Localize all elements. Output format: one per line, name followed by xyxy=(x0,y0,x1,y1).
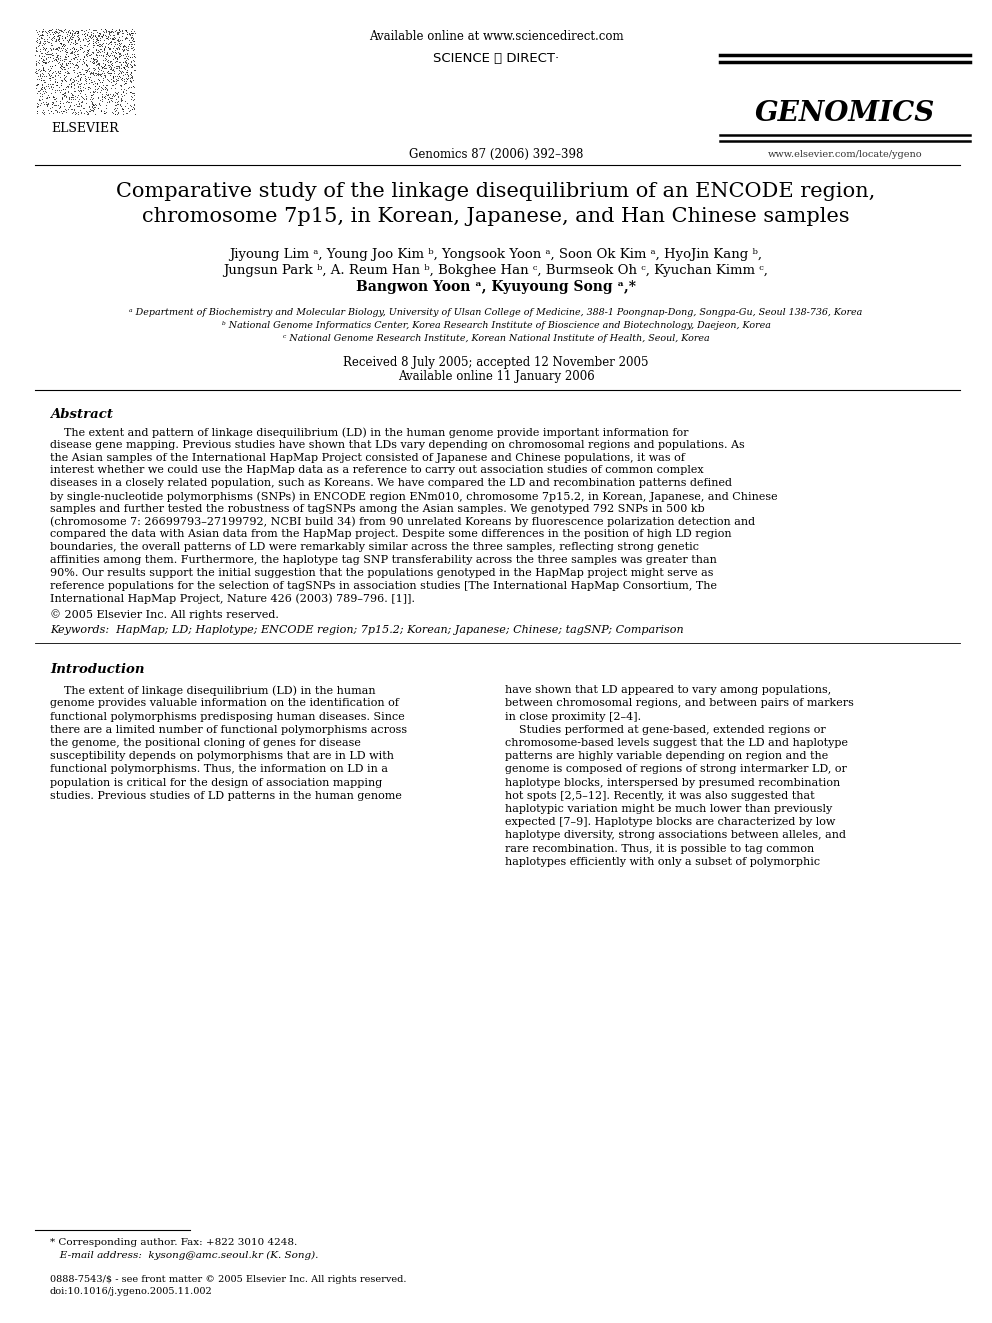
Text: Introduction: Introduction xyxy=(50,663,145,676)
Text: genome is composed of regions of strong intermarker LD, or: genome is composed of regions of strong … xyxy=(505,765,847,774)
Text: chromosome 7p15, in Korean, Japanese, and Han Chinese samples: chromosome 7p15, in Korean, Japanese, an… xyxy=(142,206,850,226)
Text: functional polymorphisms. Thus, the information on LD in a: functional polymorphisms. Thus, the info… xyxy=(50,765,388,774)
Text: susceptibility depends on polymorphisms that are in LD with: susceptibility depends on polymorphisms … xyxy=(50,751,394,761)
Text: functional polymorphisms predisposing human diseases. Since: functional polymorphisms predisposing hu… xyxy=(50,712,405,721)
Text: chromosome-based levels suggest that the LD and haplotype: chromosome-based levels suggest that the… xyxy=(505,738,848,747)
Text: Abstract: Abstract xyxy=(50,407,113,421)
Text: Available online 11 January 2006: Available online 11 January 2006 xyxy=(398,370,594,382)
Text: population is critical for the design of association mapping: population is critical for the design of… xyxy=(50,778,382,787)
Text: 0888-7543/$ - see front matter © 2005 Elsevier Inc. All rights reserved.: 0888-7543/$ - see front matter © 2005 El… xyxy=(50,1275,407,1285)
Text: Keywords:  HapMap; LD; Haplotype; ENCODE region; 7p15.2; Korean; Japanese; Chine: Keywords: HapMap; LD; Haplotype; ENCODE … xyxy=(50,626,683,635)
Text: * Corresponding author. Fax: +822 3010 4248.: * Corresponding author. Fax: +822 3010 4… xyxy=(50,1238,298,1248)
Text: by single-nucleotide polymorphisms (SNPs) in ENCODE region ENm010, chromosome 7p: by single-nucleotide polymorphisms (SNPs… xyxy=(50,491,778,501)
Text: affinities among them. Furthermore, the haplotype tag SNP transferability across: affinities among them. Furthermore, the … xyxy=(50,556,717,565)
Text: hot spots [2,5–12]. Recently, it was also suggested that: hot spots [2,5–12]. Recently, it was als… xyxy=(505,791,814,800)
Text: the genome, the positional cloning of genes for disease: the genome, the positional cloning of ge… xyxy=(50,738,361,747)
Text: Received 8 July 2005; accepted 12 November 2005: Received 8 July 2005; accepted 12 Novemb… xyxy=(343,356,649,369)
Text: genome provides valuable information on the identification of: genome provides valuable information on … xyxy=(50,699,399,708)
Text: The extent of linkage disequilibrium (LD) in the human: The extent of linkage disequilibrium (LD… xyxy=(50,685,376,696)
Text: samples and further tested the robustness of tagSNPs among the Asian samples. We: samples and further tested the robustnes… xyxy=(50,504,704,513)
Text: SCIENCE ⓓ DIRECT·: SCIENCE ⓓ DIRECT· xyxy=(433,52,559,65)
Text: the Asian samples of the International HapMap Project consisted of Japanese and : the Asian samples of the International H… xyxy=(50,452,684,463)
Text: patterns are highly variable depending on region and the: patterns are highly variable depending o… xyxy=(505,751,828,761)
Text: (chromosome 7: 26699793–27199792, NCBI build 34) from 90 unrelated Koreans by fl: (chromosome 7: 26699793–27199792, NCBI b… xyxy=(50,516,755,527)
Text: Bangwon Yoon ᵃ, Kyuyoung Song ᵃ,*: Bangwon Yoon ᵃ, Kyuyoung Song ᵃ,* xyxy=(356,280,636,294)
Text: www.elsevier.com/locate/ygeno: www.elsevier.com/locate/ygeno xyxy=(768,149,923,159)
Text: © 2005 Elsevier Inc. All rights reserved.: © 2005 Elsevier Inc. All rights reserved… xyxy=(50,609,279,620)
Text: Comparative study of the linkage disequilibrium of an ENCODE region,: Comparative study of the linkage disequi… xyxy=(116,183,876,201)
Text: Jungsun Park ᵇ, A. Reum Han ᵇ, Bokghee Han ᶜ, Burmseok Oh ᶜ, Kyuchan Kimm ᶜ,: Jungsun Park ᵇ, A. Reum Han ᵇ, Bokghee H… xyxy=(223,265,769,277)
Text: 90%. Our results support the initial suggestion that the populations genotyped i: 90%. Our results support the initial sug… xyxy=(50,568,713,578)
Text: ᵇ National Genome Informatics Center, Korea Research Institute of Bioscience and: ᵇ National Genome Informatics Center, Ko… xyxy=(221,321,771,329)
Text: haplotypic variation might be much lower than previously: haplotypic variation might be much lower… xyxy=(505,804,832,814)
Text: ELSEVIER: ELSEVIER xyxy=(52,122,119,135)
Text: there are a limited number of functional polymorphisms across: there are a limited number of functional… xyxy=(50,725,407,734)
Text: boundaries, the overall patterns of LD were remarkably similar across the three : boundaries, the overall patterns of LD w… xyxy=(50,542,699,552)
Text: reference populations for the selection of tagSNPs in association studies [The I: reference populations for the selection … xyxy=(50,581,717,590)
Text: rare recombination. Thus, it is possible to tag common: rare recombination. Thus, it is possible… xyxy=(505,844,814,853)
Text: in close proximity [2–4].: in close proximity [2–4]. xyxy=(505,712,641,721)
Text: disease gene mapping. Previous studies have shown that LDs vary depending on chr: disease gene mapping. Previous studies h… xyxy=(50,439,745,450)
Text: expected [7–9]. Haplotype blocks are characterized by low: expected [7–9]. Haplotype blocks are cha… xyxy=(505,818,835,827)
Text: interest whether we could use the HapMap data as a reference to carry out associ: interest whether we could use the HapMap… xyxy=(50,466,703,475)
Text: Genomics 87 (2006) 392–398: Genomics 87 (2006) 392–398 xyxy=(409,148,583,161)
Text: ᶜ National Genome Research Institute, Korean National Institute of Health, Seoul: ᶜ National Genome Research Institute, Ko… xyxy=(283,333,709,343)
Text: International HapMap Project, Nature 426 (2003) 789–796. [1]].: International HapMap Project, Nature 426… xyxy=(50,594,415,605)
Text: diseases in a closely related population, such as Koreans. We have compared the : diseases in a closely related population… xyxy=(50,478,732,488)
Text: between chromosomal regions, and between pairs of markers: between chromosomal regions, and between… xyxy=(505,699,854,708)
Text: ᵃ Department of Biochemistry and Molecular Biology, University of Ulsan College : ᵃ Department of Biochemistry and Molecul… xyxy=(129,308,863,318)
Text: The extent and pattern of linkage disequilibrium (LD) in the human genome provid: The extent and pattern of linkage disequ… xyxy=(50,427,688,438)
Text: haplotypes efficiently with only a subset of polymorphic: haplotypes efficiently with only a subse… xyxy=(505,857,820,867)
Text: Jiyoung Lim ᵃ, Young Joo Kim ᵇ, Yongsook Yoon ᵃ, Soon Ok Kim ᵃ, HyoJin Kang ᵇ,: Jiyoung Lim ᵃ, Young Joo Kim ᵇ, Yongsook… xyxy=(229,247,763,261)
Text: compared the data with Asian data from the HapMap project. Despite some differen: compared the data with Asian data from t… xyxy=(50,529,732,540)
Text: Studies performed at gene-based, extended regions or: Studies performed at gene-based, extende… xyxy=(505,725,825,734)
Text: Available online at www.sciencedirect.com: Available online at www.sciencedirect.co… xyxy=(369,30,623,44)
Text: E-mail address:  kysong@amc.seoul.kr (K. Song).: E-mail address: kysong@amc.seoul.kr (K. … xyxy=(50,1252,318,1259)
Text: studies. Previous studies of LD patterns in the human genome: studies. Previous studies of LD patterns… xyxy=(50,791,402,800)
Text: have shown that LD appeared to vary among populations,: have shown that LD appeared to vary amon… xyxy=(505,685,831,695)
Text: GENOMICS: GENOMICS xyxy=(755,101,935,127)
Text: doi:10.1016/j.ygeno.2005.11.002: doi:10.1016/j.ygeno.2005.11.002 xyxy=(50,1287,212,1297)
Text: haplotype diversity, strong associations between alleles, and: haplotype diversity, strong associations… xyxy=(505,831,846,840)
Text: haplotype blocks, interspersed by presumed recombination: haplotype blocks, interspersed by presum… xyxy=(505,778,840,787)
